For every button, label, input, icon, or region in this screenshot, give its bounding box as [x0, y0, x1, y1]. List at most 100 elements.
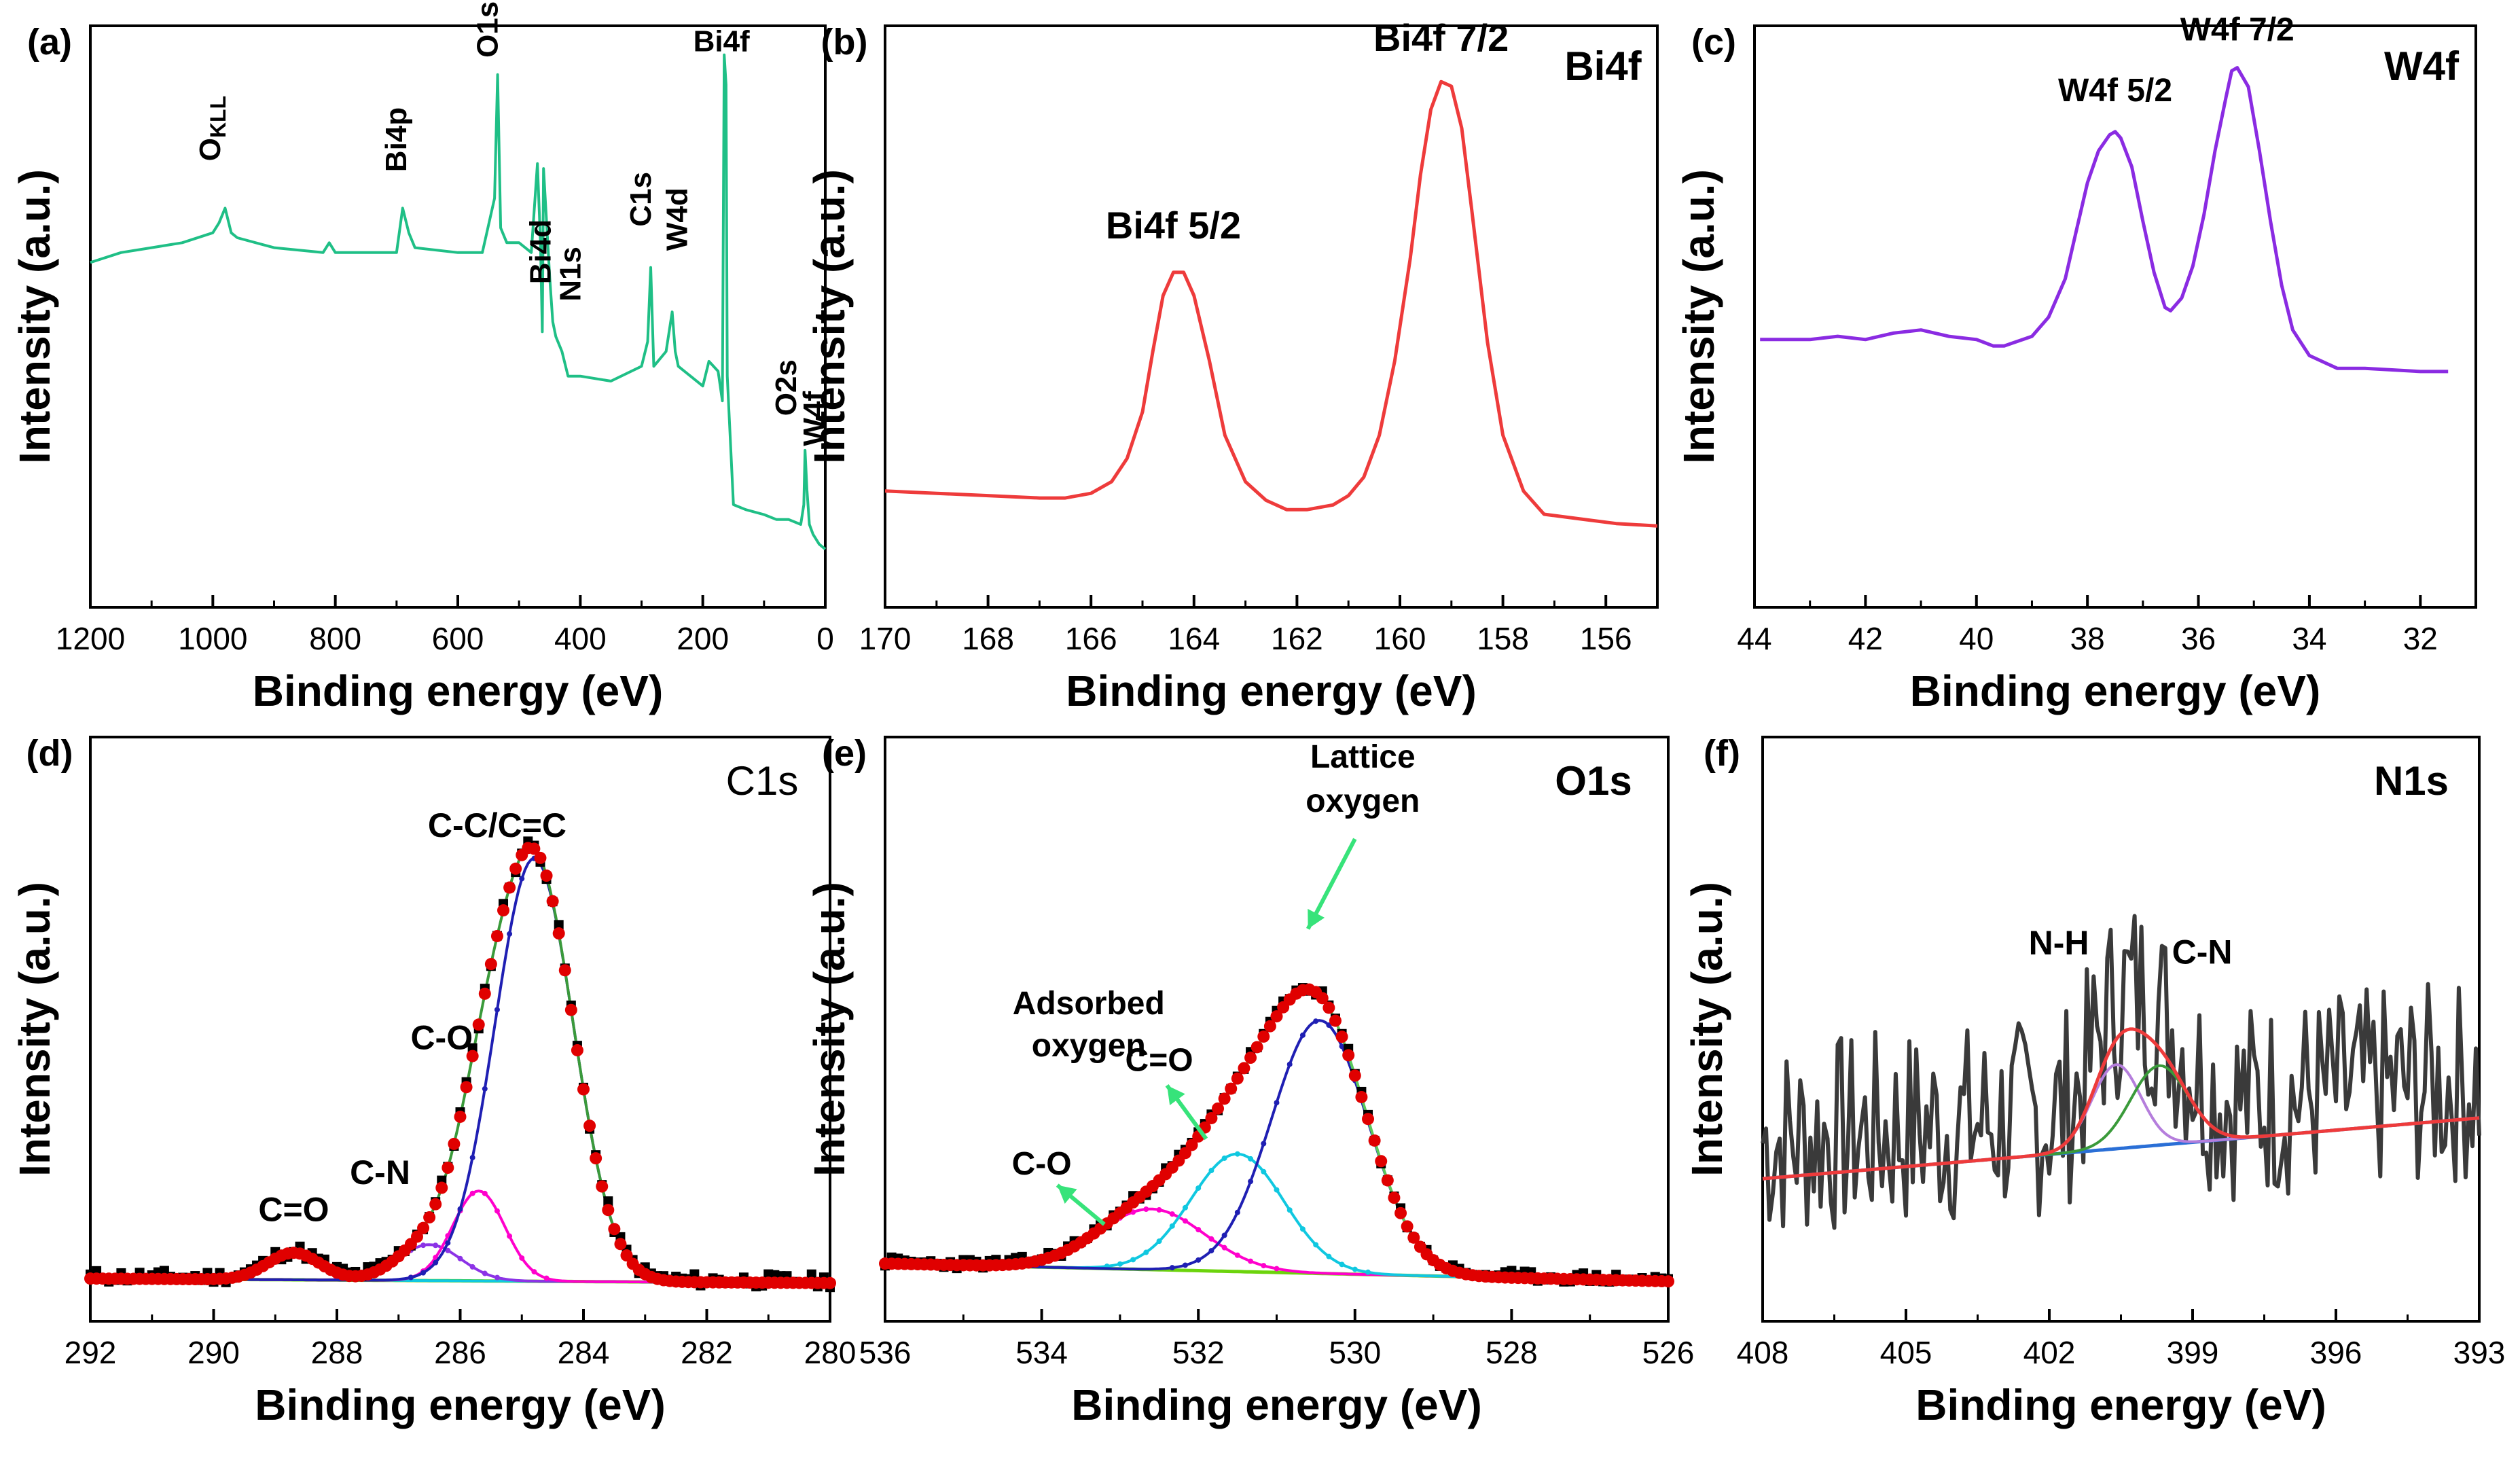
y-axis-label: Intensity (a.u.) — [1682, 882, 1731, 1177]
peak-label-bi4f-5-2: Bi4f 5/2 — [1106, 204, 1241, 247]
envelope-point — [571, 1044, 583, 1057]
component-marker — [494, 1007, 500, 1013]
component-marker — [1169, 1211, 1175, 1217]
component-marker — [420, 1270, 427, 1276]
panel-c-w4f: 44 42 40 38 36 34 32 Binding energy (eV) Intensi… — [1674, 12, 2477, 715]
x-axis-label: Binding energy (eV) — [255, 1380, 666, 1429]
envelope-point — [1381, 1174, 1394, 1187]
panel-d-c1s: 292 290 288 286 284 282 280 Binding energy (eV)… — [10, 733, 856, 1429]
peak-label-adsorbed-1: Adsorbed — [1013, 986, 1165, 1022]
envelope-point — [596, 1180, 609, 1193]
envelope-point — [1218, 1092, 1231, 1105]
envelope-point — [1407, 1231, 1420, 1244]
component-marker — [1234, 1151, 1240, 1157]
envelope-point — [1388, 1192, 1401, 1204]
panel-label: (f) — [1704, 733, 1740, 774]
envelope-point — [590, 1152, 602, 1165]
component-marker — [1313, 1242, 1319, 1248]
x-axis-label: Binding energy (eV) — [1071, 1380, 1482, 1429]
component-marker — [1221, 1232, 1227, 1238]
component-marker — [507, 1233, 513, 1239]
x-tick-label: 38 — [2070, 621, 2105, 656]
x-tick-label: 164 — [1168, 621, 1220, 656]
component-marker — [1182, 1204, 1188, 1211]
component-marker — [457, 1206, 463, 1212]
x-tick-label: 600 — [432, 621, 484, 656]
envelope-point — [490, 929, 503, 942]
panel-b-bi4f: 170 168 166 164 162 160 158 156 Binding energy (… — [805, 16, 1659, 715]
x-tick-label: 408 — [1737, 1335, 1789, 1370]
e-title: O1s — [1555, 758, 1632, 804]
envelope-point — [417, 1221, 430, 1234]
x-tick-label: 40 — [1959, 621, 1994, 656]
peak-label-okll: OKLL — [194, 96, 230, 161]
component-marker — [507, 931, 513, 937]
component-marker — [433, 1259, 439, 1266]
component-marker — [1339, 1043, 1345, 1050]
peak-label-c-o: C-O — [410, 1018, 473, 1056]
x-tick-label: 800 — [309, 621, 361, 656]
component-marker — [1339, 1261, 1345, 1268]
y-axis-label: Intensity (a.u.) — [805, 882, 854, 1177]
peak-label-adsorbed-2: oxygen — [1032, 1028, 1146, 1064]
component-marker — [433, 1242, 439, 1249]
envelope-point — [484, 958, 497, 971]
component-marker — [1143, 1249, 1149, 1255]
x-tick-label: 534 — [1015, 1335, 1068, 1370]
component-marker — [1352, 1266, 1358, 1272]
peak-label-c-n: C-N — [2172, 933, 2233, 971]
plot-frame — [1753, 24, 2477, 609]
raw-data-point — [603, 1196, 613, 1206]
x-tick-label: 405 — [1880, 1335, 1932, 1370]
envelope-point — [497, 904, 510, 917]
envelope-point — [1270, 1010, 1283, 1023]
component-marker — [1286, 1061, 1293, 1067]
x-tick-label: 396 — [2310, 1335, 2362, 1370]
envelope-point — [577, 1083, 590, 1096]
component-marker — [1156, 1238, 1162, 1245]
peak-label-lattice-1: Lattice — [1310, 739, 1416, 775]
component-marker — [1208, 1168, 1214, 1174]
component-marker — [1195, 1227, 1202, 1233]
envelope-point — [1394, 1206, 1407, 1219]
c-title: W4f — [2384, 43, 2460, 89]
peak-label-c1s: C1s — [624, 172, 658, 227]
x-tick-label: 288 — [311, 1335, 363, 1370]
component-marker — [1274, 1266, 1280, 1272]
panel-label: (d) — [26, 733, 73, 774]
x-tick-label: 400 — [554, 621, 607, 656]
peak-label-w4f-5-2: W4f 5/2 — [2058, 73, 2172, 109]
b-title: Bi4f — [1564, 43, 1642, 89]
envelope-point — [478, 987, 491, 1000]
d-title: C1s — [726, 758, 799, 804]
envelope-point — [564, 1003, 577, 1016]
envelope-point — [1185, 1139, 1198, 1151]
x-tick-label: 200 — [677, 621, 729, 656]
peak-label-n1s: N1s — [554, 247, 587, 302]
peak-label-o2s: O2s — [770, 359, 803, 416]
survey-line — [90, 53, 827, 550]
x-tick-label: 34 — [2292, 621, 2326, 656]
envelope-point — [410, 1230, 423, 1243]
component-marker — [457, 1255, 463, 1261]
peak-label-bi4f: Bi4f — [694, 24, 750, 58]
x-tick-label: 399 — [2167, 1335, 2219, 1370]
envelope-point — [460, 1081, 473, 1094]
panel-label: (a) — [27, 22, 72, 62]
x-tick-label: 44 — [1737, 621, 1771, 656]
envelope-point — [1375, 1155, 1388, 1168]
component-marker — [1326, 1253, 1332, 1259]
envelope-point — [429, 1198, 442, 1211]
component-marker — [1313, 1018, 1319, 1024]
x-tick-label: 532 — [1172, 1335, 1225, 1370]
x-tick-label: 290 — [187, 1335, 240, 1370]
envelope-point — [824, 1276, 836, 1289]
component-marker — [482, 1086, 488, 1092]
component-marker — [1169, 1223, 1175, 1229]
envelope-point — [1250, 1041, 1263, 1054]
b-spectrum-line — [884, 79, 1658, 528]
envelope-point — [1342, 1049, 1355, 1062]
envelope-point — [1212, 1102, 1225, 1115]
component-marker — [1221, 1245, 1227, 1251]
